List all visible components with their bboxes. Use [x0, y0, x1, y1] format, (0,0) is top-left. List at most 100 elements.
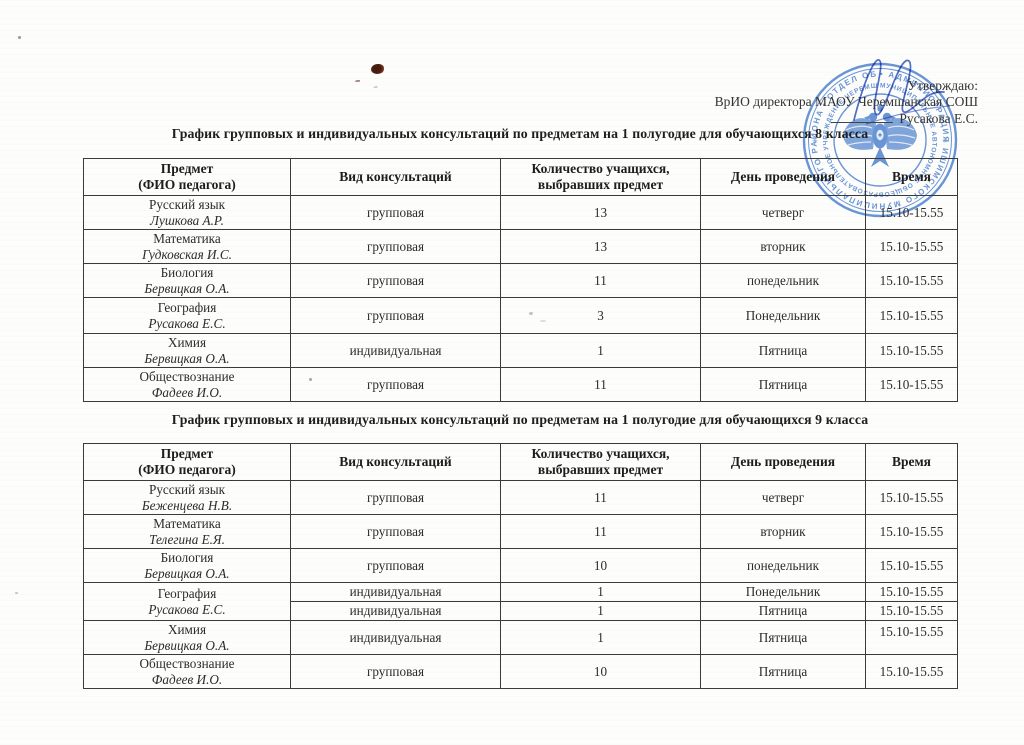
approval-line-director: ВрИО директора МАОУ Черемшанская СОШ — [714, 94, 978, 109]
table-row: Русский язык Беженцева Н.В. групповая 11… — [83, 480, 958, 515]
cell-count: 10 — [500, 654, 701, 689]
subject-name: Обществознание — [139, 656, 235, 671]
cell-day: вторник — [700, 229, 866, 264]
cell-type: групповая — [290, 195, 501, 230]
cell-type: групповая — [290, 480, 501, 515]
cell-day: Пятница — [700, 333, 866, 368]
cell-time: 15.10-15.55 — [865, 582, 958, 602]
subject-name: Химия — [167, 622, 207, 637]
table-row: Математика Телегина Е.Я. групповая 11 вт… — [83, 514, 958, 549]
cell-type: групповая — [290, 654, 501, 689]
subject-name: Математика — [153, 231, 221, 246]
cell-day: вторник — [700, 514, 866, 549]
cell-subject: Биология Бервицкая О.А. — [83, 548, 291, 583]
cell-type: групповая — [290, 229, 501, 264]
cell-day: Пятница — [700, 620, 866, 655]
teacher-name: Гудковская И.С. — [142, 246, 232, 262]
cell-subject: Обществознание Фадеев И.О. — [83, 654, 291, 689]
teacher-name: Русакова Е.С. — [148, 601, 226, 617]
scan-artifact-ink-blotch — [371, 64, 384, 74]
table-row: Биология Бервицкая О.А. групповая 11 пон… — [83, 263, 958, 298]
teacher-name: Фадеев И.О. — [151, 671, 223, 687]
header-type: Вид консультаций — [290, 443, 501, 481]
teacher-name: Телегина Е.Я. — [149, 531, 225, 547]
table-row: Биология Бервицкая О.А. групповая 10 пон… — [83, 548, 958, 583]
teacher-name: Бервицкая О.А. — [144, 637, 230, 653]
table-header-row: Предмет (ФИО педагога) Вид консультаций … — [83, 158, 958, 196]
header-subject-line2: (ФИО педагога) — [138, 177, 236, 192]
scan-artifact-speck — [18, 36, 21, 39]
table-row: Математика Гудковская И.С. групповая 13 … — [83, 229, 958, 264]
cell-time: 15.10-15.55 — [865, 514, 958, 549]
cell-time: 15.10-15.55 — [865, 263, 958, 298]
cell-count: 11 — [500, 367, 701, 402]
cell-time: 15.10-15.55 — [865, 333, 958, 368]
header-time: Время — [865, 158, 958, 196]
cell-count: 13 — [500, 195, 701, 230]
header-subject: Предмет (ФИО педагога) — [83, 443, 291, 481]
cell-count: 1 — [500, 620, 701, 655]
cell-day: четверг — [700, 195, 866, 230]
table-row: Обществознание Фадеев И.О. групповая 10 … — [83, 654, 958, 689]
header-subject-line1: Предмет — [160, 160, 214, 176]
header-count-line1: Количество учащихся, — [531, 160, 670, 176]
subject-name: Химия — [167, 335, 207, 350]
subject-name: Биология — [160, 550, 214, 565]
cell-type: групповая — [290, 297, 501, 334]
cell-type: групповая — [290, 367, 501, 402]
cell-day: Пятница — [700, 367, 866, 402]
table-row: Химия Бервицкая О.А. индивидуальная 1 Пя… — [83, 620, 958, 655]
header-subject-line2: (ФИО педагога) — [138, 462, 236, 477]
cell-count: 3 — [500, 297, 701, 334]
cell-subject: Химия Бервицкая О.А. — [83, 333, 291, 368]
cell-time: 15.10-15.55 — [865, 601, 958, 621]
cell-count: 1 — [500, 333, 701, 368]
header-type: Вид консультаций — [290, 158, 501, 196]
signature-underline — [831, 110, 894, 123]
teacher-name: Бервицкая О.А. — [144, 350, 230, 366]
cell-day: понедельник — [700, 548, 866, 583]
cell-day: Понедельник — [700, 297, 866, 334]
cell-day: понедельник — [700, 263, 866, 298]
subject-name: География — [157, 300, 217, 315]
header-subject: Предмет (ФИО педагога) — [83, 158, 291, 196]
approval-block: Утверждаю: ВрИО директора МАОУ Черемшанс… — [715, 78, 978, 127]
approval-line-utverzhdayu: Утверждаю: — [907, 78, 978, 93]
cell-subject: Биология Бервицкая О.А. — [83, 263, 291, 298]
header-day: День проведения — [700, 158, 866, 196]
schedule-title-grade8: График групповых и индивидуальных консул… — [171, 126, 869, 141]
cell-count: 11 — [500, 480, 701, 515]
cell-day: Пятница — [700, 601, 866, 621]
header-count-line2: выбравших предмет — [537, 462, 664, 477]
schedule-title-grade9: График групповых и индивидуальных консул… — [171, 412, 869, 427]
cell-subject: Обществознание Фадеев И.О. — [83, 367, 291, 402]
table-row: индивидуальная 1 Пятница 15.10-15.55 — [84, 601, 958, 621]
subject-name: Русский язык — [149, 197, 225, 212]
subject-name: Русский язык — [149, 482, 225, 497]
subject-name: Математика — [153, 516, 221, 531]
table-row: География Русакова Е.С. индивидуальная 1… — [83, 582, 958, 621]
cell-count: 13 — [500, 229, 701, 264]
cell-time: 15.10-15.55 — [865, 229, 958, 264]
teacher-name: Русакова Е.С. — [148, 315, 226, 331]
cell-type: индивидуальная — [290, 601, 501, 621]
header-count: Количество учащихся, выбравших предмет — [500, 158, 701, 196]
schedule-table-grade9: Предмет (ФИО педагога) Вид консультаций … — [83, 443, 958, 689]
header-time: Время — [865, 443, 958, 481]
teacher-name: Бервицкая О.А. — [144, 565, 230, 581]
table-header-row: Предмет (ФИО педагога) Вид консультаций … — [83, 443, 958, 481]
cell-subject: Математика Телегина Е.Я. — [83, 514, 291, 549]
cell-count: 11 — [500, 514, 701, 549]
subject-name: Биология — [160, 265, 214, 280]
header-day: День проведения — [700, 443, 866, 481]
cell-type: индивидуальная — [290, 333, 501, 368]
header-subject-line1: Предмет — [160, 445, 214, 461]
cell-subject: География Русакова Е.С. — [83, 297, 291, 334]
teacher-name: Бервицкая О.А. — [144, 280, 230, 296]
cell-count: 1 — [500, 601, 701, 621]
cell-count: 11 — [500, 263, 701, 298]
cell-type: групповая — [290, 263, 501, 298]
teacher-name: Лушкова А.Р. — [150, 212, 224, 228]
cell-day: четверг — [700, 480, 866, 515]
header-count: Количество учащихся, выбравших предмет — [500, 443, 701, 481]
